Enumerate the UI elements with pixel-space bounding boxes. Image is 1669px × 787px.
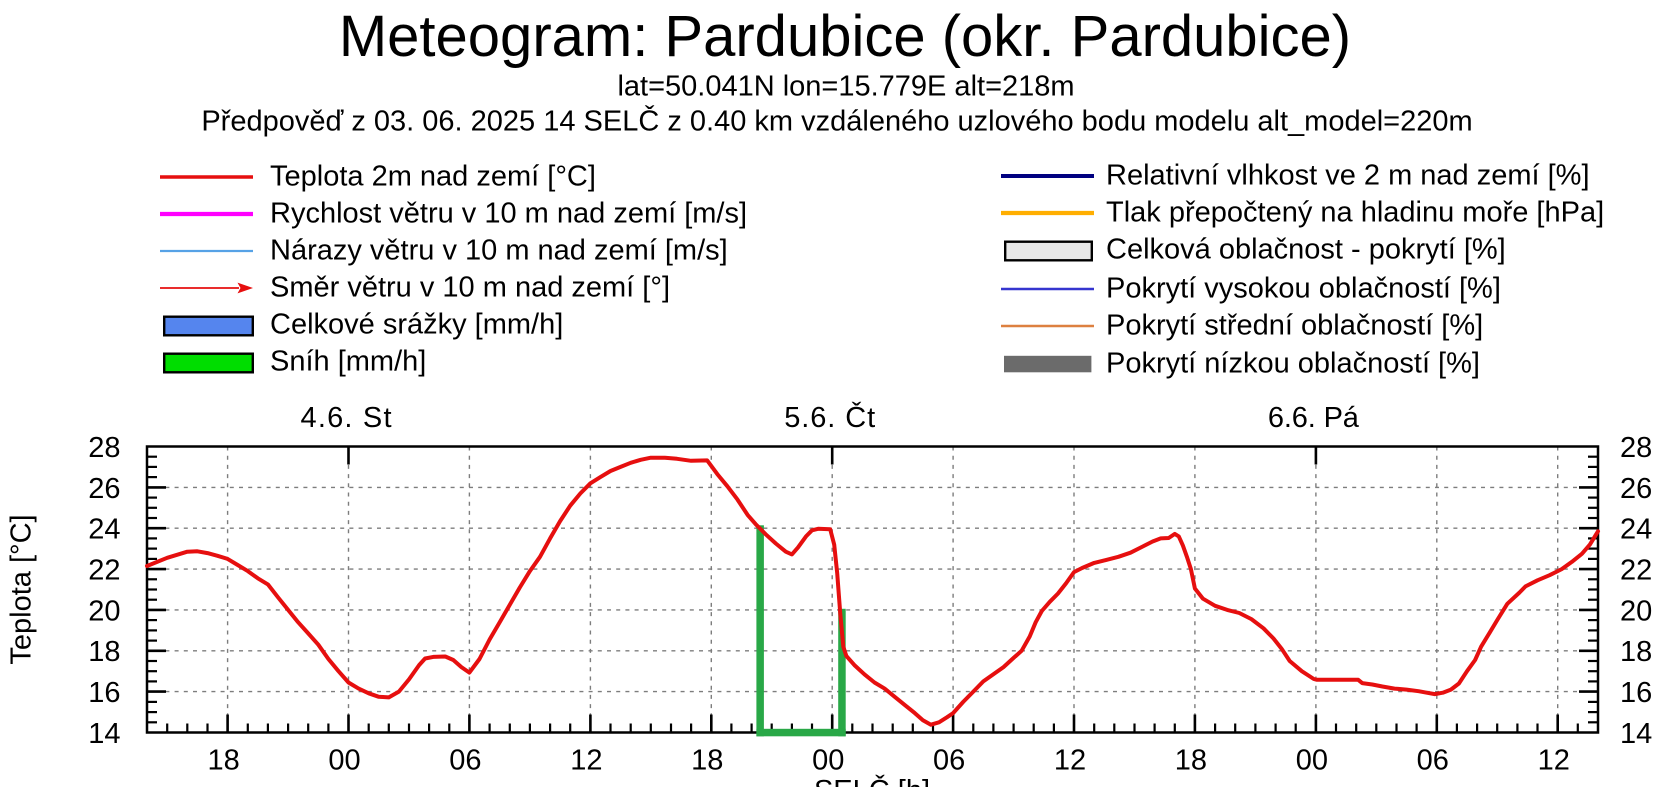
svg-text:Směr větru v 10 m nad zemí [°]: Směr větru v 10 m nad zemí [°] [270,271,670,303]
svg-text:06: 06 [933,745,965,777]
svg-text:12: 12 [570,745,602,777]
svg-text:Nárazy větru v 10 m nad zemí [: Nárazy větru v 10 m nad zemí [m/s] [270,234,728,266]
svg-text:Meteogram: Pardubice (okr. Par: Meteogram: Pardubice (okr. Pardubice) [339,4,1351,69]
svg-text:SELČ [h]: SELČ [h] [814,773,930,787]
svg-text:4.6. St: 4.6. St [301,402,392,434]
svg-text:18: 18 [1175,745,1207,777]
svg-text:5.6. Čt: 5.6. Čt [784,400,875,434]
svg-text:22: 22 [1620,555,1652,587]
svg-text:06: 06 [1417,745,1449,777]
svg-text:28: 28 [1620,432,1652,464]
svg-text:18: 18 [691,745,723,777]
svg-text:18: 18 [1620,636,1652,668]
svg-text:lat=50.041N lon=15.779E alt=21: lat=50.041N lon=15.779E alt=218m [617,71,1074,103]
svg-text:00: 00 [1296,745,1328,777]
svg-text:Celková oblačnost - pokrytí [%: Celková oblačnost - pokrytí [%] [1106,233,1506,265]
svg-text:Pokrytí nízkou oblačností [%]: Pokrytí nízkou oblačností [%] [1106,347,1480,379]
svg-text:00: 00 [328,745,360,777]
svg-text:06: 06 [449,745,481,777]
svg-text:Předpověď z 03. 06. 2025 14 SE: Předpověď z 03. 06. 2025 14 SELČ z 0.40 … [201,104,1472,138]
svg-text:Relativní vlhkost ve 2 m nad z: Relativní vlhkost ve 2 m nad zemí [%] [1106,159,1590,191]
svg-text:16: 16 [88,677,120,709]
svg-text:Teplota 2m nad zemí [°C]: Teplota 2m nad zemí [°C] [270,160,596,192]
svg-text:18: 18 [207,745,239,777]
svg-text:28: 28 [88,432,120,464]
svg-text:Tlak přepočtený na hladinu moř: Tlak přepočtený na hladinu moře [hPa] [1106,196,1604,228]
svg-text:00: 00 [812,745,844,777]
svg-text:24: 24 [1620,514,1652,546]
svg-text:Pokrytí vysokou oblačností [%]: Pokrytí vysokou oblačností [%] [1106,272,1501,304]
svg-text:26: 26 [88,473,120,505]
svg-text:26: 26 [1620,473,1652,505]
svg-text:Pokrytí střední oblačností [%]: Pokrytí střední oblačností [%] [1106,309,1483,341]
svg-text:Rychlost větru v 10 m nad zemí: Rychlost větru v 10 m nad zemí [m/s] [270,197,747,229]
svg-text:24: 24 [88,514,120,546]
svg-text:18: 18 [88,636,120,668]
svg-text:16: 16 [1620,677,1652,709]
svg-text:14: 14 [88,718,120,750]
svg-text:20: 20 [88,595,120,627]
svg-text:Teplota [°C]: Teplota [°C] [6,514,38,664]
svg-text:20: 20 [1620,595,1652,627]
svg-text:14: 14 [1620,718,1652,750]
svg-text:Sníh [mm/h]: Sníh [mm/h] [270,345,426,377]
svg-text:6.6. Pá: 6.6. Pá [1268,402,1360,434]
svg-text:12: 12 [1054,745,1086,777]
svg-text:12: 12 [1538,745,1570,777]
svg-text:Celkové srážky [mm/h]: Celkové srážky [mm/h] [270,308,563,340]
svg-text:22: 22 [88,555,120,587]
